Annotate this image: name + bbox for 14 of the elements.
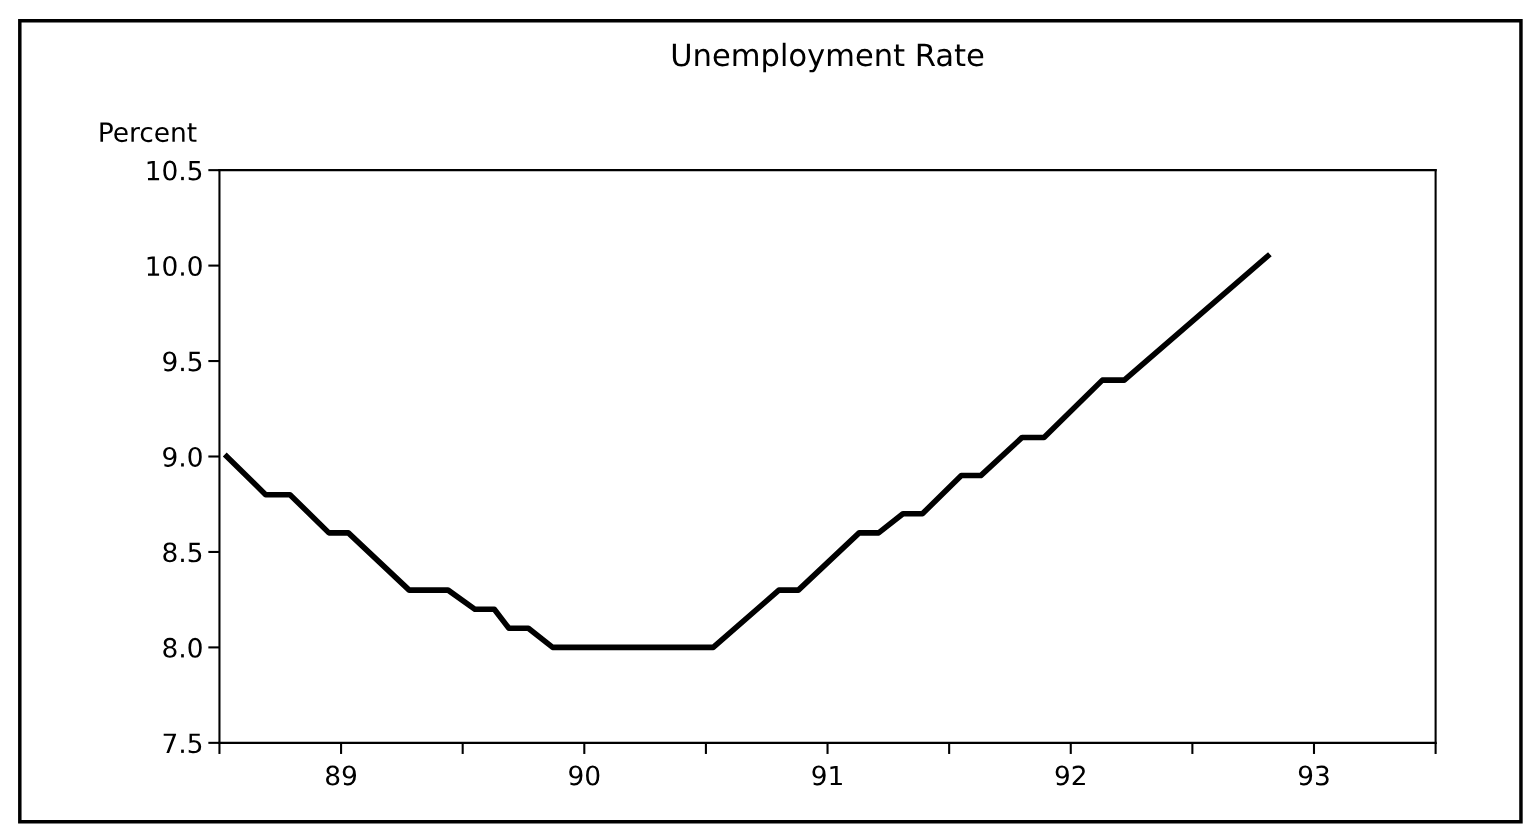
y-tick-label: 9.0 <box>163 446 202 467</box>
x-tick-label: 91 <box>812 765 842 786</box>
y-tick-label: 8.0 <box>163 637 202 658</box>
y-tick-label: 8.5 <box>163 542 202 563</box>
y-tick-label: 9.5 <box>163 351 202 372</box>
x-tick-label: 90 <box>569 765 600 786</box>
x-tick-label: 92 <box>1055 765 1085 786</box>
y-tick-label: 10.0 <box>147 256 202 276</box>
y-tick-label: 7.5 <box>163 733 202 754</box>
y-axis-title: Percent <box>100 122 197 143</box>
x-tick-label: 93 <box>1298 765 1329 786</box>
chart-title: Unemployment Rate <box>672 42 984 73</box>
y-tick-label: 10.5 <box>147 160 202 181</box>
x-tick-label: 89 <box>326 765 357 786</box>
